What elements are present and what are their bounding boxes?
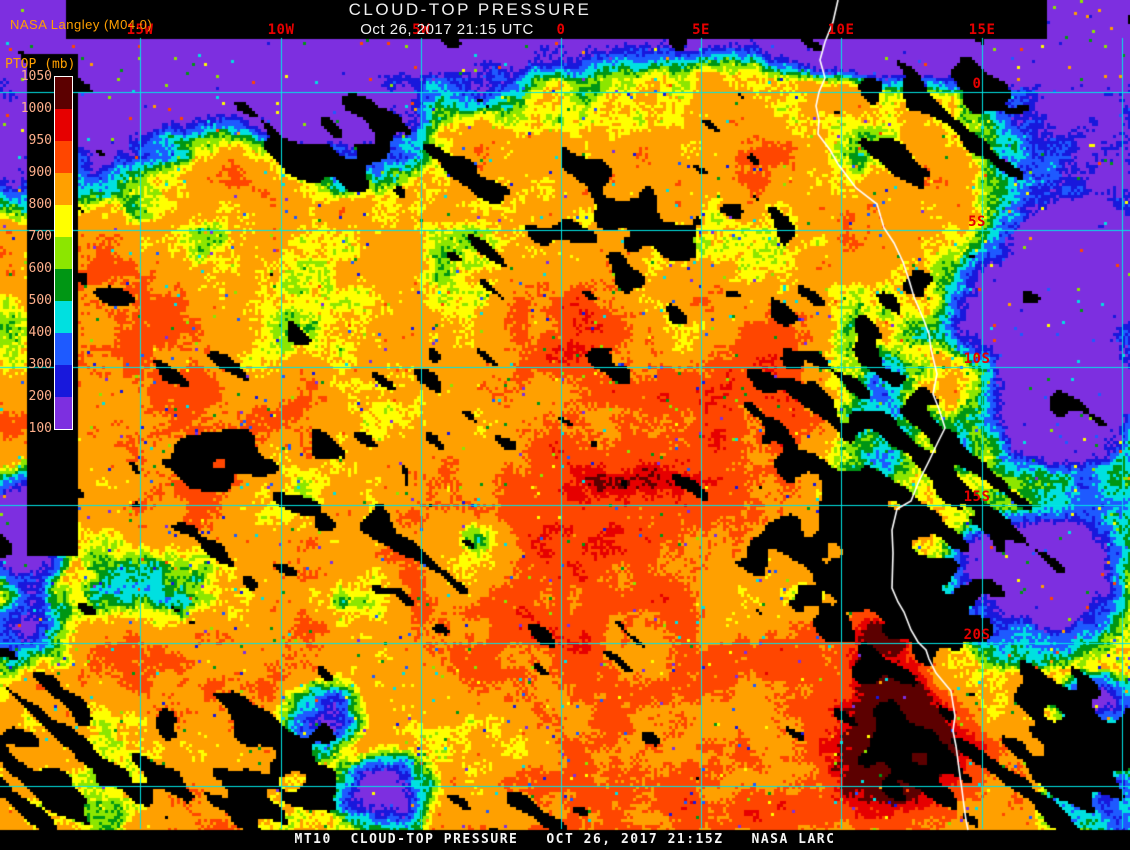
- legend-color-bar: [54, 76, 73, 430]
- longitude-label-5W: 5W: [412, 22, 430, 38]
- longitude-label-10E: 10E: [827, 22, 855, 38]
- legend-band-7: [55, 301, 72, 333]
- legend-tick-400: 400: [28, 325, 52, 340]
- legend-band-3: [55, 173, 72, 205]
- longitude-label-15E: 15E: [968, 22, 996, 38]
- legend-tick-500: 500: [28, 293, 52, 308]
- legend-band-10: [55, 397, 72, 429]
- legend-tick-900: 900: [28, 165, 52, 180]
- latitude-label-10S: 10S: [963, 351, 991, 367]
- longitude-label-5E: 5E: [692, 22, 710, 38]
- legend-tick-950: 950: [28, 133, 52, 148]
- legend-tick-100: 100: [28, 421, 52, 436]
- latitude-label-5S: 5S: [968, 214, 986, 230]
- legend-title: PTOP (mb): [5, 57, 76, 72]
- legend-band-8: [55, 333, 72, 365]
- legend-band-9: [55, 365, 72, 397]
- legend-band-2: [55, 141, 72, 173]
- latitude-label-20S: 20S: [963, 627, 991, 643]
- legend-tick-200: 200: [28, 389, 52, 404]
- image-timestamp: Oct 26, 2017 21:15 UTC: [360, 21, 534, 38]
- legend-tick-300: 300: [28, 357, 52, 372]
- legend-tick-1000: 1000: [20, 101, 52, 116]
- source-credit: NASA Langley (M04.0): [10, 17, 153, 32]
- legend-band-0: [55, 77, 72, 109]
- status-bar: MT10 CLOUD-TOP PRESSURE OCT 26, 2017 21:…: [294, 832, 836, 847]
- longitude-label-10W: 10W: [267, 22, 295, 38]
- latitude-label-0: 0: [972, 76, 982, 92]
- legend-band-1: [55, 109, 72, 141]
- longitude-label-15W: 15W: [126, 22, 154, 38]
- legend-tick-800: 800: [28, 197, 52, 212]
- image-title: CLOUD-TOP PRESSURE: [348, 0, 592, 19]
- legend-band-4: [55, 205, 72, 237]
- legend-tick-600: 600: [28, 261, 52, 276]
- legend-tick-700: 700: [28, 229, 52, 244]
- legend-band-6: [55, 269, 72, 301]
- longitude-label-0: 0: [556, 22, 566, 38]
- latitude-label-15S: 15S: [963, 489, 991, 505]
- legend-tick-1050: 1050: [20, 69, 52, 84]
- legend-band-5: [55, 237, 72, 269]
